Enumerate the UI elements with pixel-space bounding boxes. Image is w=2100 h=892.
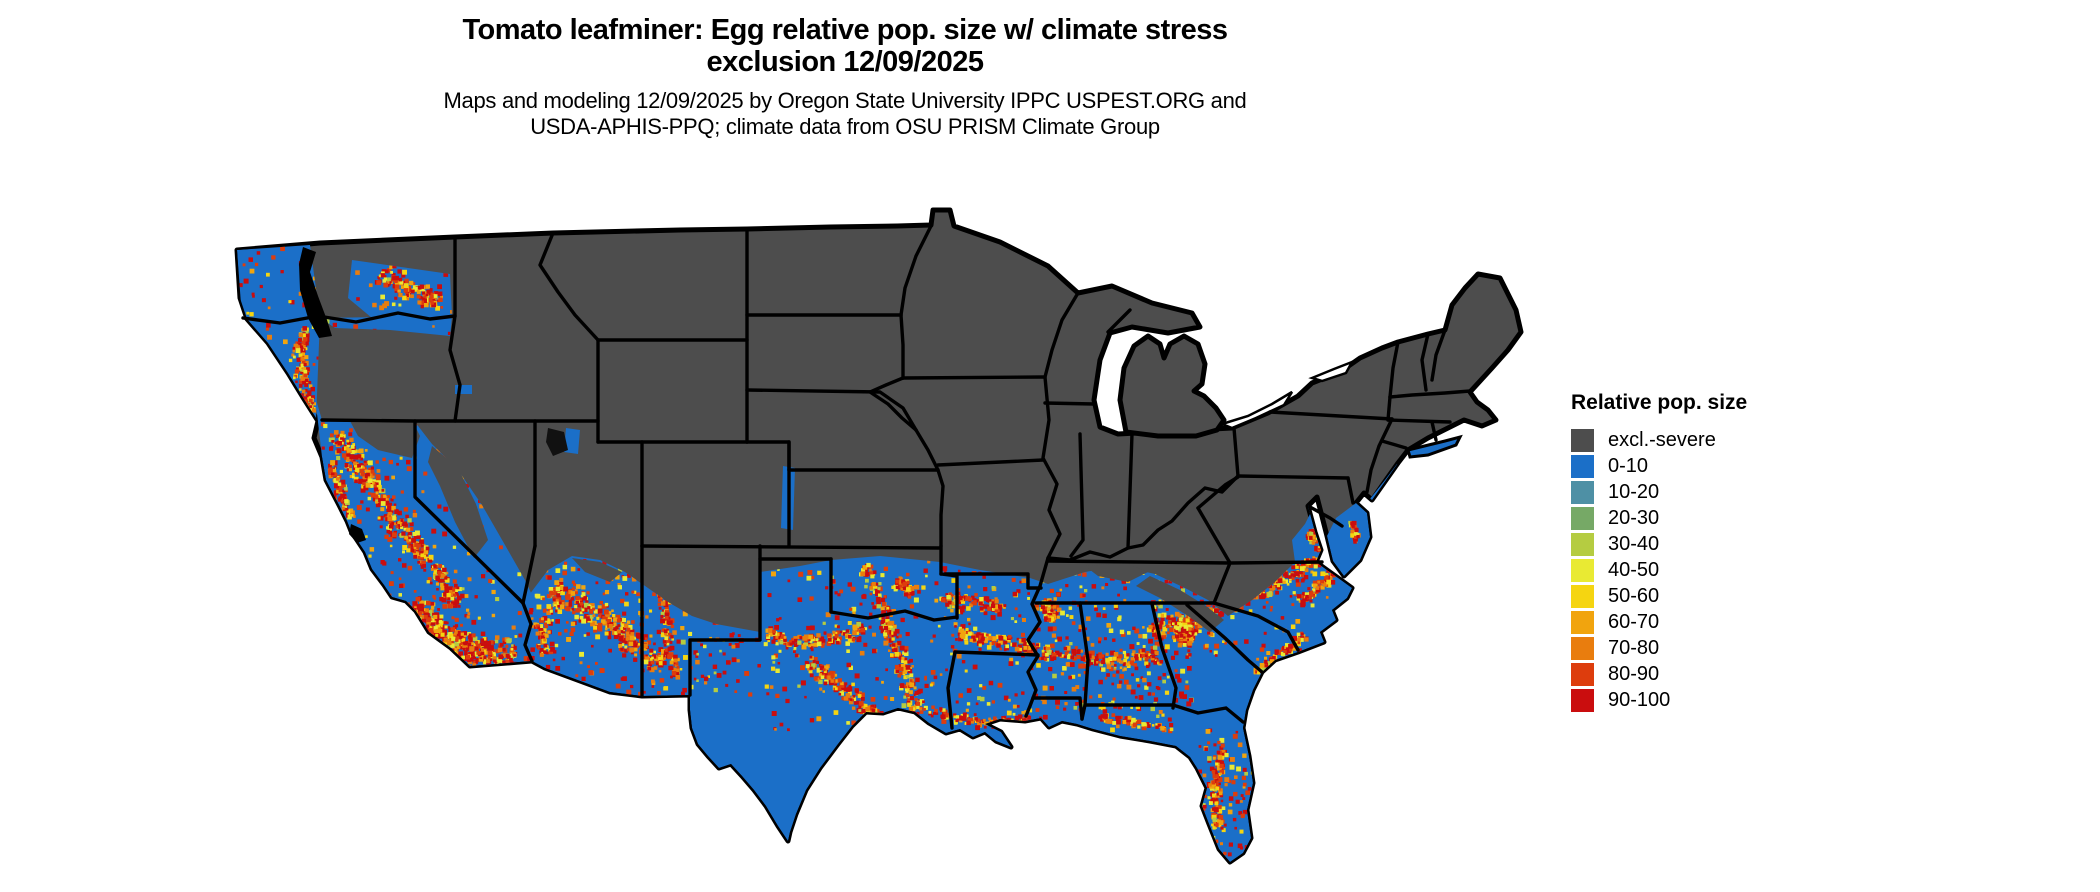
legend-swatch bbox=[1571, 610, 1594, 634]
legend-swatch bbox=[1571, 688, 1594, 712]
legend-row: 60-70 bbox=[1571, 609, 1747, 635]
legend-title: Relative pop. size bbox=[1571, 391, 1748, 414]
legend-label: 0-10 bbox=[1608, 454, 1649, 477]
legend-label: 50-60 bbox=[1608, 584, 1660, 607]
map-title-line2: exclusion 12/09/2025 bbox=[706, 46, 984, 78]
legend-swatch bbox=[1571, 454, 1594, 478]
map-subtitle: Maps and modeling 12/09/2025 by Oregon S… bbox=[230, 88, 1460, 140]
legend-label: 40-50 bbox=[1608, 558, 1660, 581]
legend-label: 10-20 bbox=[1608, 480, 1660, 503]
legend-swatch bbox=[1571, 428, 1594, 452]
legend-rows: excl.-severe 0-10 10-20 20-30 30-40 40-50 50-6… bbox=[1571, 427, 1747, 713]
legend-label: 90-100 bbox=[1608, 688, 1671, 711]
legend-row: 90-100 bbox=[1571, 687, 1747, 713]
legend-row: 20-30 bbox=[1571, 505, 1747, 531]
great-salt-lake-water bbox=[546, 428, 568, 456]
san-francisco-bay-water bbox=[349, 524, 366, 543]
legend-row: 50-60 bbox=[1571, 583, 1747, 609]
legend-swatch bbox=[1571, 480, 1594, 504]
legend-swatch bbox=[1571, 584, 1594, 608]
legend: Relative pop. size excl.-severe 0-10 10-20… bbox=[1571, 391, 1747, 713]
legend-row: 40-50 bbox=[1571, 557, 1747, 583]
map-title-line1: Tomato leafminer: Egg relative pop. size… bbox=[462, 14, 1229, 46]
legend-swatch bbox=[1571, 636, 1594, 660]
legend-row: 80-90 bbox=[1571, 661, 1747, 687]
michigan-lower-peninsula bbox=[1117, 333, 1227, 439]
legend-row: 10-20 bbox=[1571, 479, 1747, 505]
map-subtitle-line2: USDA-APHIS-PPQ; climate data from OSU PR… bbox=[530, 114, 1160, 139]
lake-ontario bbox=[1308, 359, 1355, 383]
legend-swatch bbox=[1571, 532, 1594, 556]
legend-label: excl.-severe bbox=[1608, 428, 1716, 451]
legend-row: 0-10 bbox=[1571, 453, 1747, 479]
map-subtitle-line1: Maps and modeling 12/09/2025 by Oregon S… bbox=[443, 88, 1247, 113]
legend-swatch bbox=[1571, 558, 1594, 582]
legend-row: 30-40 bbox=[1571, 531, 1747, 557]
legend-label: 70-80 bbox=[1608, 636, 1660, 659]
legend-label: 80-90 bbox=[1608, 662, 1660, 685]
legend-swatch bbox=[1571, 662, 1594, 686]
legend-label: 30-40 bbox=[1608, 532, 1660, 555]
legend-label: 60-70 bbox=[1608, 610, 1660, 633]
legend-row: 70-80 bbox=[1571, 635, 1747, 661]
long-island bbox=[1406, 434, 1463, 459]
legend-swatch bbox=[1571, 506, 1594, 530]
state-borders bbox=[241, 224, 1472, 730]
map-title: Tomato leafminer: Egg relative pop. size… bbox=[230, 14, 1460, 78]
lake-erie bbox=[1218, 390, 1294, 430]
legend-label: 20-30 bbox=[1608, 506, 1660, 529]
legend-row: excl.-severe bbox=[1571, 427, 1747, 453]
